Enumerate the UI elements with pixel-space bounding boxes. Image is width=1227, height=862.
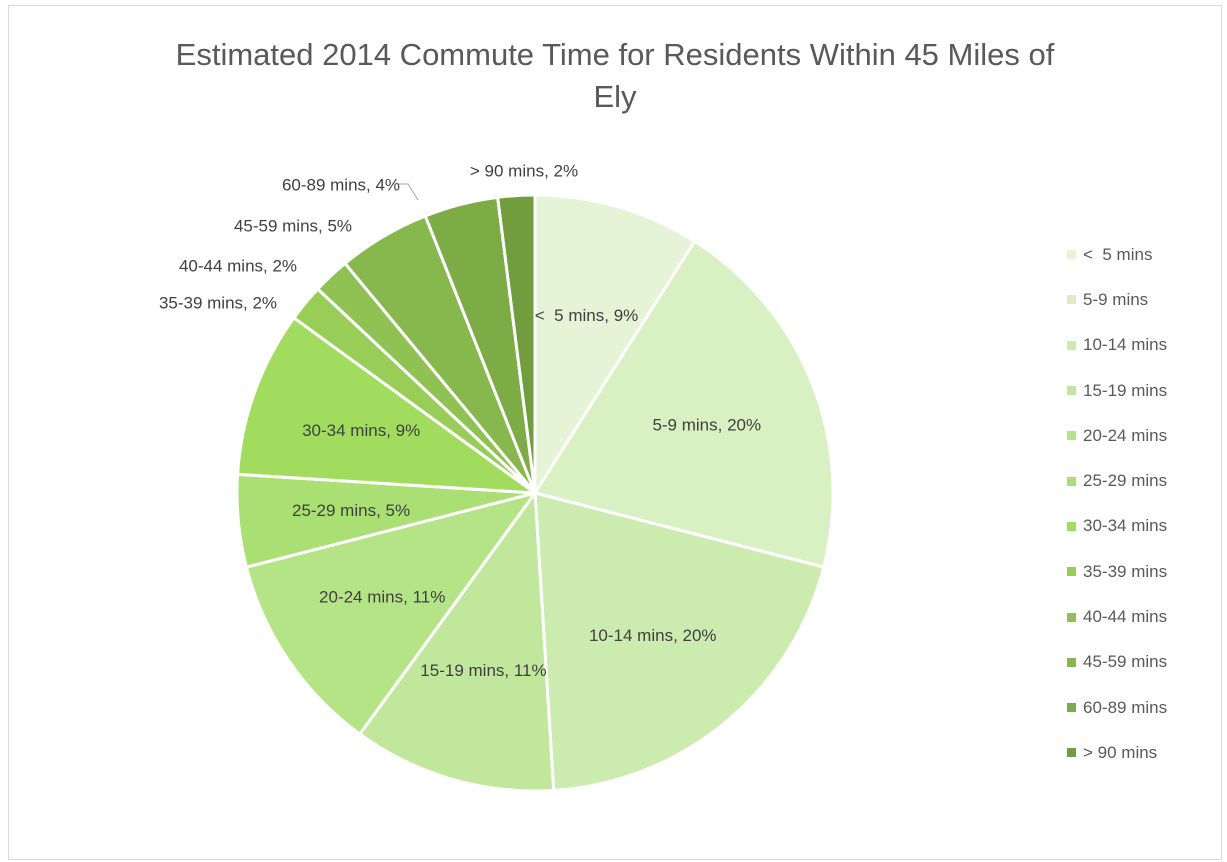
pie-slice <box>533 491 826 793</box>
slice-label: 20-24 mins, 11% <box>319 587 445 606</box>
legend-swatch <box>1067 295 1076 305</box>
legend-swatch <box>1067 657 1076 667</box>
legend-swatch <box>1067 521 1076 531</box>
legend-label: < 5 mins <box>1083 244 1153 264</box>
slice-labels: < 5 mins, 9% 5-9 mins, 20% 10-14 mins, 20%… <box>159 162 761 680</box>
legend-label: 35-39 mins <box>1083 561 1168 581</box>
legend-item: 40-44 mins <box>1067 594 1167 639</box>
pie-slice <box>244 490 539 737</box>
legend-label: 15-19 mins <box>1083 380 1168 400</box>
legend-item: 60-89 mins <box>1067 685 1167 730</box>
legend-item: < 5 mins <box>1067 232 1167 277</box>
legend-label: 40-44 mins <box>1083 607 1168 627</box>
legend-swatch <box>1067 567 1076 577</box>
legend-label: 45-59 mins <box>1083 652 1168 672</box>
legend-label: 20-24 mins <box>1083 425 1168 445</box>
legend-swatch <box>1067 340 1076 350</box>
legend-label: 5-9 mins <box>1083 289 1149 309</box>
legend-item: 10-14 mins <box>1067 323 1167 368</box>
slice-label: 45-59 mins, 5% <box>234 217 352 236</box>
slice-label: > 90 mins, 2% <box>470 162 578 181</box>
pie-slice <box>235 315 541 495</box>
slice-label: < 5 mins, 9% <box>535 306 638 325</box>
legend: < 5 mins 5-9 mins 10-14 mins 15-19 mins 20-2… <box>1067 232 1167 776</box>
pie-slice <box>533 193 697 499</box>
legend-item: > 90 mins <box>1067 730 1167 775</box>
pie-slice <box>532 239 835 569</box>
legend-label: 25-29 mins <box>1083 471 1168 491</box>
legend-label: 10-14 mins <box>1083 335 1168 355</box>
legend-item: 5-9 mins <box>1067 277 1167 322</box>
slice-label: 10-14 mins, 20% <box>589 626 717 645</box>
slice-label: 40-44 mins, 2% <box>179 257 297 276</box>
legend-swatch <box>1067 703 1076 713</box>
legend-item: 30-34 mins <box>1067 504 1167 549</box>
legend-item: 15-19 mins <box>1067 368 1167 413</box>
slice-label: 15-19 mins, 11% <box>420 661 546 680</box>
slice-label: 35-39 mins, 2% <box>159 294 277 313</box>
legend-swatch <box>1067 386 1076 396</box>
legend-item: 25-29 mins <box>1067 458 1167 503</box>
pie-slice <box>357 488 556 793</box>
legend-swatch <box>1067 748 1076 758</box>
legend-label: > 90 mins <box>1083 742 1158 762</box>
pie-slices <box>235 193 835 793</box>
slice-label: 25-29 mins, 5% <box>292 501 410 520</box>
leader-line <box>397 183 419 201</box>
legend-label: 60-89 mins <box>1083 697 1168 717</box>
legend-item: 20-24 mins <box>1067 413 1167 458</box>
leader-lines <box>397 183 419 201</box>
slice-label: 60-89 mins, 4% <box>282 176 400 195</box>
chart-title: Estimated 2014 Commute Time for Resident… <box>175 37 1055 114</box>
slice-label: 30-34 mins, 9% <box>302 421 420 440</box>
legend-swatch <box>1067 612 1076 622</box>
legend-swatch <box>1067 476 1076 486</box>
slice-label: 5-9 mins, 20% <box>652 415 761 434</box>
pie-slice <box>495 193 537 494</box>
legend-item: 35-39 mins <box>1067 549 1167 594</box>
legend-swatch <box>1067 250 1076 260</box>
legend-item: 45-59 mins <box>1067 640 1167 685</box>
legend-swatch <box>1067 431 1076 441</box>
legend-label: 30-34 mins <box>1083 516 1168 536</box>
